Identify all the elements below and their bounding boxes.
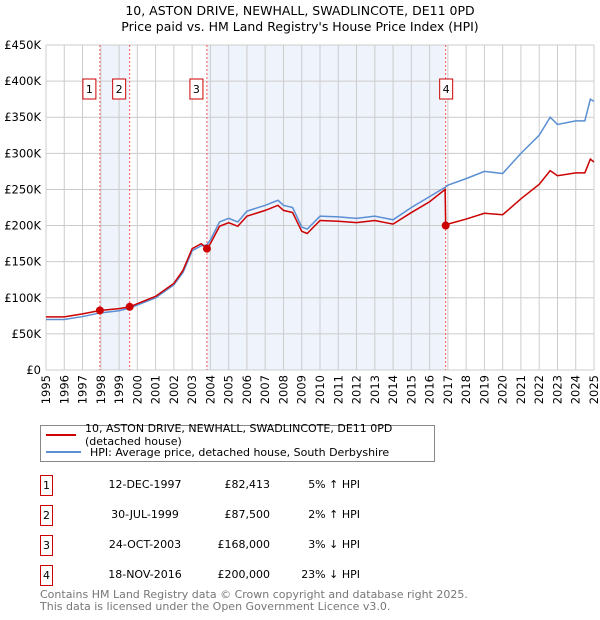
x-tick-label: 2003 (185, 375, 199, 404)
table-row: 2 30-JUL-1999 £87,500 2% ↑ HPI (40, 505, 440, 526)
sale-number-badge: 4 (40, 565, 53, 586)
sale-price: £168,000 (217, 538, 271, 551)
sale-label-box (439, 78, 454, 100)
legend: 10, ASTON DRIVE, NEWHALL, SWADLINCOTE, D… (40, 422, 435, 462)
y-tick-label: £350K (4, 110, 41, 124)
table-row: 3 24-OCT-2003 £168,000 3% ↓ HPI (40, 535, 440, 556)
sale-number-badge: 3 (40, 535, 53, 556)
x-tick-label: 1999 (112, 375, 126, 404)
chart-title: 10, ASTON DRIVE, NEWHALL, SWADLINCOTE, D… (125, 3, 475, 18)
y-tick-label: £250K (4, 182, 41, 196)
legend-red-line (46, 434, 76, 436)
sale-point (441, 221, 450, 230)
legend-label: 10, ASTON DRIVE, NEWHALL, SWADLINCOTE, D… (84, 422, 393, 448)
sale-price: £82,413 (224, 478, 271, 491)
x-tick-label: 2018 (459, 375, 473, 404)
y-tick-label: £450K (4, 38, 41, 52)
sale-label: 3 (193, 83, 200, 96)
x-tick-label: 2001 (149, 375, 163, 404)
shaded-period (206, 45, 446, 370)
hpi-difference: 5% ↑ HPI (308, 478, 360, 491)
y-tick-label: £150K (4, 255, 41, 269)
x-tick-label: 1995 (39, 375, 53, 404)
sale-number-badge: 2 (40, 505, 53, 526)
x-tick-label: 2020 (496, 375, 510, 404)
x-tick-label: 2004 (203, 375, 217, 404)
x-tick-label: 2011 (331, 375, 345, 404)
x-tick-label: 2025 (587, 375, 600, 404)
x-tick-label: 2012 (350, 375, 364, 404)
legend-item-hpi: HPI: Average price, detached house, Sout… (46, 444, 389, 460)
x-tick-label: 1998 (94, 375, 108, 404)
x-tick-label: 2017 (441, 375, 455, 404)
x-tick-label: 2013 (368, 375, 382, 404)
x-tick-label: 2002 (167, 375, 181, 404)
sale-label-box (112, 78, 127, 100)
y-tick-label: £0 (26, 363, 41, 377)
chart-subtitle: Price paid vs. HM Land Registry's House … (121, 19, 479, 34)
x-tick-label: 2010 (313, 375, 327, 404)
sale-point (95, 306, 104, 315)
hpi-difference: 3% ↓ HPI (308, 538, 360, 551)
sale-point (202, 244, 211, 253)
x-tick-label: 2015 (404, 375, 418, 404)
price-chart: £0 £50K £100K £150K £200K £250K £300K £350K £400… (4, 38, 600, 404)
sale-label: 2 (116, 83, 123, 96)
x-tick-label: 2019 (477, 375, 491, 404)
footer-line: This data is licensed under the Open Gov… (40, 600, 391, 613)
hpi-difference: 2% ↑ HPI (308, 508, 360, 521)
property-price-line (46, 157, 595, 318)
table-row: 4 18-NOV-2016 £200,000 23% ↓ HPI (40, 565, 440, 586)
table-row: 1 12-DEC-1997 £82,413 5% ↑ HPI (40, 475, 440, 496)
x-tick-label: 2023 (550, 375, 564, 404)
sale-date: 12-DEC-1997 (108, 478, 182, 491)
sale-price: £200,000 (217, 568, 271, 581)
x-tick-label: 2016 (423, 375, 437, 404)
x-tick-label: 2024 (569, 375, 583, 404)
legend-label: HPI: Average price, detached house, Sout… (90, 445, 390, 459)
sale-label: 1 (86, 83, 93, 96)
hpi-line (46, 98, 595, 321)
sale-point (125, 302, 134, 311)
sale-date: 18-NOV-2016 (108, 568, 182, 581)
sale-label: 4 (443, 83, 450, 96)
x-tick-label: 2009 (295, 375, 309, 404)
x-tick-label: 1997 (76, 375, 90, 404)
sale-date: 24-OCT-2003 (108, 538, 182, 551)
x-tick-label: 2000 (130, 375, 144, 404)
y-tick-label: £100K (4, 291, 41, 305)
x-tick-label: 2014 (386, 375, 400, 404)
y-tick-label: £300K (4, 146, 41, 160)
legend-blue-line (46, 451, 81, 453)
y-tick-label: £200K (4, 219, 41, 233)
x-tick-label: 2021 (514, 375, 528, 404)
sale-label-box (189, 78, 204, 100)
hpi-difference: 23% ↓ HPI (301, 568, 360, 581)
x-tick-label: 2007 (258, 375, 272, 404)
sale-date: 30-JUL-1999 (111, 508, 179, 521)
x-tick-label: 2006 (240, 375, 254, 404)
y-tick-label: £50K (12, 327, 42, 341)
y-tick-label: £400K (4, 74, 41, 88)
x-tick-label: 2005 (222, 375, 236, 404)
sale-label-box (82, 78, 97, 100)
x-tick-label: 1996 (57, 375, 71, 404)
legend-item-property: 10, ASTON DRIVE, NEWHALL, SWADLINCOTE, D… (46, 422, 434, 448)
x-tick-label: 2008 (276, 375, 290, 404)
sale-price: £87,500 (224, 508, 271, 521)
sale-number-badge: 1 (40, 475, 53, 496)
x-tick-label: 2022 (532, 375, 546, 404)
footer-line: Contains HM Land Registry data © Crown c… (40, 588, 468, 601)
